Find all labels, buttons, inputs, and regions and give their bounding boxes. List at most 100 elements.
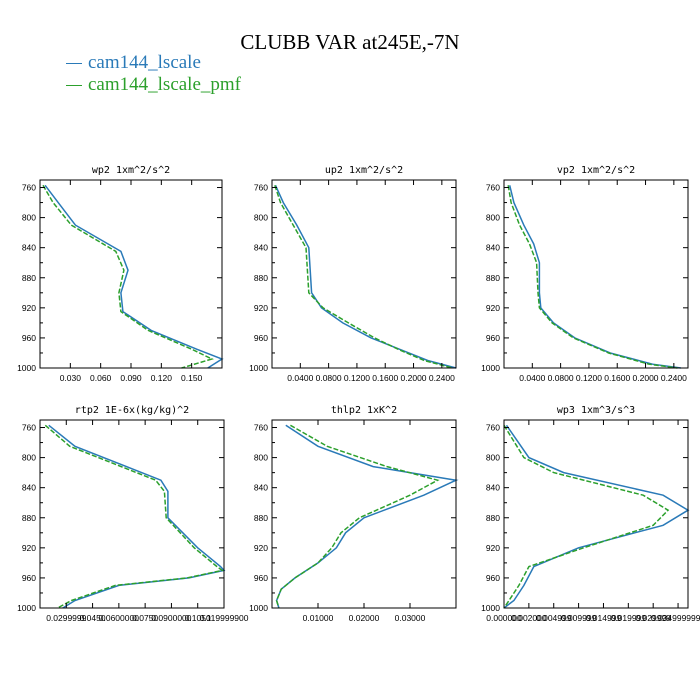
legend-swatch-lscale-pmf — [66, 85, 82, 87]
y-tick-label: 760 — [22, 183, 36, 193]
x-tick-label: 0.0900000 — [151, 613, 191, 623]
y-tick-label: 880 — [486, 513, 500, 523]
x-tick-label: 0.0400 — [519, 373, 545, 383]
y-tick-label: 840 — [22, 483, 36, 493]
y-tick-label: 920 — [254, 303, 268, 313]
legend-item-lscale-pmf: cam144_lscale_pmf — [66, 74, 241, 96]
series-line-cam144_lscale — [275, 424, 459, 609]
plot-frame — [503, 179, 689, 369]
legend: cam144_lscale cam144_lscale_pmf — [66, 52, 241, 96]
x-tick-label: 0.120 — [151, 373, 173, 383]
y-tick-label: 960 — [486, 573, 500, 583]
series-line-cam144_lscale — [274, 184, 457, 369]
legend-label-lscale-pmf: cam144_lscale_pmf — [88, 74, 242, 95]
y-tick-label: 840 — [22, 243, 36, 253]
x-tick-label: 0.090 — [120, 373, 142, 383]
series-line-cam144_lscale_pmf — [44, 424, 224, 609]
plot-frame — [39, 179, 223, 369]
panel-title: thlp2 1xK^2 — [331, 405, 397, 416]
x-tick-label: 0.004999 — [536, 613, 572, 623]
y-tick-label: 1000 — [249, 603, 268, 613]
x-tick-label: 0.1600 — [372, 373, 398, 383]
y-tick-label: 840 — [486, 483, 500, 493]
y-tick-label: 840 — [486, 243, 500, 253]
panel-6: wp3 1xm^3/s^3 760 800 840 880 920 960 10000.000… — [481, 405, 700, 623]
series-line-cam144_lscale_pmf — [42, 184, 214, 369]
x-tick-label: 0.119999900 — [199, 613, 248, 623]
panel-5: thlp2 1xK^2 760 800 840 880 920 960 1000 0.01000… — [249, 405, 459, 623]
x-tick-label: 0.000000 — [486, 613, 522, 623]
x-tick-label: 0.1600 — [604, 373, 630, 383]
x-tick-label: 0.0750 — [132, 613, 158, 623]
x-tick-label: 0.03000 — [395, 613, 426, 623]
y-tick-label: 920 — [22, 303, 36, 313]
x-tick-label: 0.1200 — [344, 373, 370, 383]
y-tick-label: 1000 — [17, 603, 36, 613]
series-line-cam144_lscale — [508, 185, 681, 369]
y-tick-label: 1000 — [17, 363, 36, 373]
panel-title: wp2 1xm^2/s^2 — [92, 165, 170, 176]
panel-title: wp3 1xm^3/s^3 — [557, 405, 635, 416]
plot-frame — [271, 179, 457, 369]
y-tick-label: 920 — [486, 543, 500, 553]
series-line-cam144_lscale — [503, 424, 690, 609]
x-tick-label: 0.0299999 — [46, 613, 86, 623]
x-tick-label: 0.2000 — [401, 373, 427, 383]
y-tick-label: 800 — [22, 453, 36, 463]
y-tick-label: 880 — [254, 273, 268, 283]
y-tick-label: 760 — [486, 423, 500, 433]
page-title: CLUBB VAR at245E,-7N — [240, 30, 460, 54]
x-tick-label: 0.029999 — [635, 613, 671, 623]
legend-swatch-lscale — [66, 63, 82, 65]
legend-item-lscale: cam144_lscale — [66, 52, 241, 74]
x-tick-label: 0.0600000 — [99, 613, 139, 623]
y-tick-label: 800 — [254, 453, 268, 463]
y-tick-label: 960 — [22, 333, 36, 343]
x-tick-label: 0.0400 — [287, 373, 313, 383]
x-tick-label: 0.009999 — [561, 613, 597, 623]
y-tick-label: 800 — [22, 213, 36, 223]
y-tick-label: 1000 — [481, 363, 500, 373]
panel-4: rtp2 1E-6x(kg/kg)^2 760 800 840 880 920 960 100… — [17, 405, 249, 623]
y-tick-label: 920 — [22, 543, 36, 553]
y-tick-label: 960 — [22, 573, 36, 583]
y-tick-label: 800 — [254, 213, 268, 223]
x-tick-label: 0.02000 — [349, 613, 380, 623]
y-tick-label: 760 — [22, 423, 36, 433]
x-tick-label: 0.150 — [181, 373, 203, 383]
series-line-cam144_lscale — [48, 424, 226, 609]
x-tick-label: 0.014999 — [586, 613, 622, 623]
x-tick-label: 0.002000 — [511, 613, 547, 623]
x-tick-label: 0.0349999994 — [651, 613, 700, 623]
legend-label-lscale: cam144_lscale — [88, 52, 201, 73]
y-tick-label: 800 — [486, 453, 500, 463]
y-tick-label: 920 — [254, 543, 268, 553]
y-tick-label: 840 — [254, 243, 268, 253]
plot-frame — [39, 419, 225, 609]
panel-title: up2 1xm^2/s^2 — [325, 165, 403, 176]
y-tick-label: 920 — [486, 303, 500, 313]
panel-title: vp2 1xm^2/s^2 — [557, 165, 635, 176]
y-tick-label: 960 — [254, 573, 268, 583]
series-line-cam144_lscale_pmf — [503, 424, 670, 609]
y-tick-label: 960 — [486, 333, 500, 343]
y-tick-label: 760 — [254, 183, 268, 193]
y-tick-label: 880 — [22, 513, 36, 523]
panel-title: rtp2 1E-6x(kg/kg)^2 — [75, 405, 189, 416]
y-tick-label: 800 — [486, 213, 500, 223]
x-tick-label: 0.01000 — [303, 613, 334, 623]
x-tick-label: 0.1200 — [576, 373, 602, 383]
y-tick-label: 880 — [254, 513, 268, 523]
panel-1: wp2 1xm^2/s^2 760 800 840 880 920 960 1000 0.030… — [17, 165, 224, 383]
y-tick-label: 760 — [486, 183, 500, 193]
y-tick-label: 880 — [22, 273, 36, 283]
x-tick-label: 0.0450 — [80, 613, 106, 623]
x-tick-label: 0.030 — [60, 373, 82, 383]
y-tick-label: 760 — [254, 423, 268, 433]
x-tick-label: 0.2000 — [633, 373, 659, 383]
x-tick-label: 0.0800 — [548, 373, 574, 383]
panel-2: up2 1xm^2/s^2 760 800 840 880 920 960 1000 0.040… — [249, 165, 457, 383]
plot-frame — [503, 419, 689, 609]
series-line-cam144_lscale_pmf — [274, 185, 453, 369]
